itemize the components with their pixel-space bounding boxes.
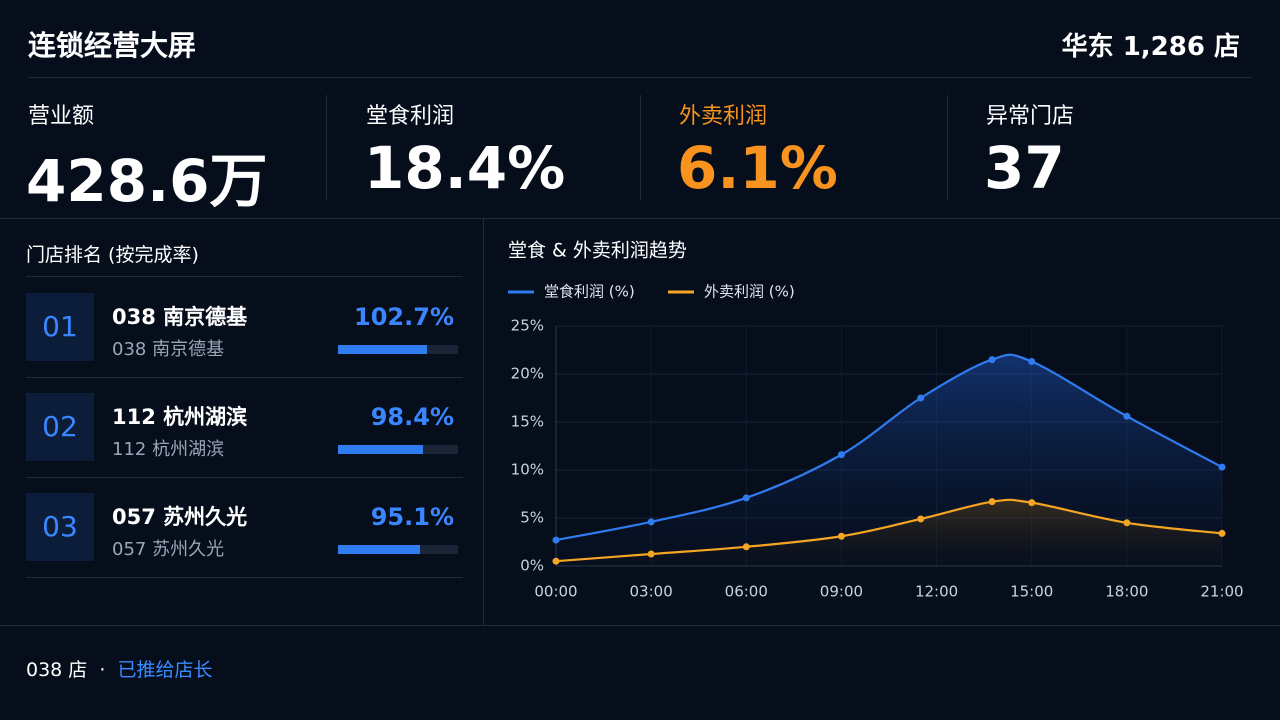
y-tick-label: 5% <box>520 509 544 527</box>
kpi-label: 外卖利润 <box>679 104 768 129</box>
rank-badge: 02 <box>26 393 94 461</box>
kpi-label: 营业额 <box>28 104 95 129</box>
line <box>555 498 1223 563</box>
point <box>1123 519 1131 527</box>
rate-label: 95.1% <box>370 503 454 531</box>
x-tick-label: 21:00 <box>1200 583 1243 601</box>
point <box>917 515 925 523</box>
legend-label: 外卖利润 (%) <box>704 283 795 301</box>
footer-status: 已推给店长 <box>117 659 213 681</box>
trend-chart: 堂食 & 外卖利润趋势 0% 5% 10% 15% 20% 25% 00:00 03:00 06… <box>508 240 1244 601</box>
x-tick-label: 18:00 <box>1105 583 1148 601</box>
rate-bar <box>338 345 427 354</box>
x-tick-label: 09:00 <box>820 583 863 601</box>
y-tick-label: 25% <box>511 317 544 335</box>
kpi-value: 6.1% <box>677 134 838 202</box>
point <box>988 356 996 364</box>
store-sub: 057 苏州久光 <box>112 539 225 560</box>
x-tick-label: 03:00 <box>630 583 673 601</box>
store-name: 038 南京德基 <box>112 305 248 329</box>
divider <box>26 577 463 578</box>
store-name: 112 杭州湖滨 <box>112 405 248 429</box>
divider <box>28 77 1252 78</box>
point <box>647 550 655 558</box>
point <box>1218 529 1226 537</box>
point <box>742 494 750 502</box>
kpi-label: 异常门店 <box>986 104 1075 129</box>
x-tick-label: 06:00 <box>725 583 768 601</box>
store-sub: 038 南京德基 <box>112 339 225 360</box>
y-tick-label: 10% <box>511 461 544 479</box>
chart-title: 堂食 & 外卖利润趋势 <box>508 240 687 262</box>
x-tick-label: 15:00 <box>1010 583 1053 601</box>
x-tick-label: 12:00 <box>915 583 958 601</box>
legend-label: 堂食利润 (%) <box>544 283 635 301</box>
divider <box>0 625 1280 626</box>
kpi-value: 18.4% <box>364 134 566 202</box>
point <box>837 451 845 459</box>
point <box>837 532 845 540</box>
point <box>1028 358 1036 366</box>
rate-bar <box>338 445 424 454</box>
divider <box>483 218 484 625</box>
footer-store: 038 店 <box>26 659 88 681</box>
rank-badge: 01 <box>26 293 94 361</box>
kpi-value: 37 <box>984 134 1065 202</box>
divider <box>0 218 1280 219</box>
divider <box>26 276 463 277</box>
ranking-title: 门店排名 (按完成率) <box>26 244 199 266</box>
point <box>917 394 925 402</box>
y-tick-label: 15% <box>511 413 544 431</box>
kpi-label: 堂食利润 <box>366 104 455 129</box>
point <box>647 518 655 526</box>
divider <box>26 477 463 478</box>
kpi-value: 428.6万 <box>26 147 268 215</box>
point <box>1028 499 1036 507</box>
point <box>1218 463 1226 471</box>
point <box>988 498 996 506</box>
rank-badge: 03 <box>26 493 94 561</box>
rate-label: 102.7% <box>354 303 454 331</box>
footer-sep: · <box>99 659 106 681</box>
rate-label: 98.4% <box>370 403 454 431</box>
point <box>552 536 560 544</box>
rate-bar <box>338 545 421 554</box>
divider <box>640 95 641 200</box>
divider <box>326 95 327 200</box>
x-tick-label: 00:00 <box>534 583 577 601</box>
region-count: 华东 1,286 店 <box>1061 32 1240 62</box>
y-tick-label: 0% <box>520 557 544 575</box>
footer: 038 店 · 已推给店长 <box>26 655 212 682</box>
divider <box>26 377 463 378</box>
page-title: 连锁经营大屏 <box>28 29 197 62</box>
store-sub: 112 杭州湖滨 <box>112 439 225 460</box>
y-tick-label: 20% <box>511 365 544 383</box>
divider <box>947 95 948 200</box>
point <box>552 557 560 565</box>
point <box>742 543 750 551</box>
store-name: 057 苏州久光 <box>112 505 248 529</box>
point <box>1123 412 1131 420</box>
